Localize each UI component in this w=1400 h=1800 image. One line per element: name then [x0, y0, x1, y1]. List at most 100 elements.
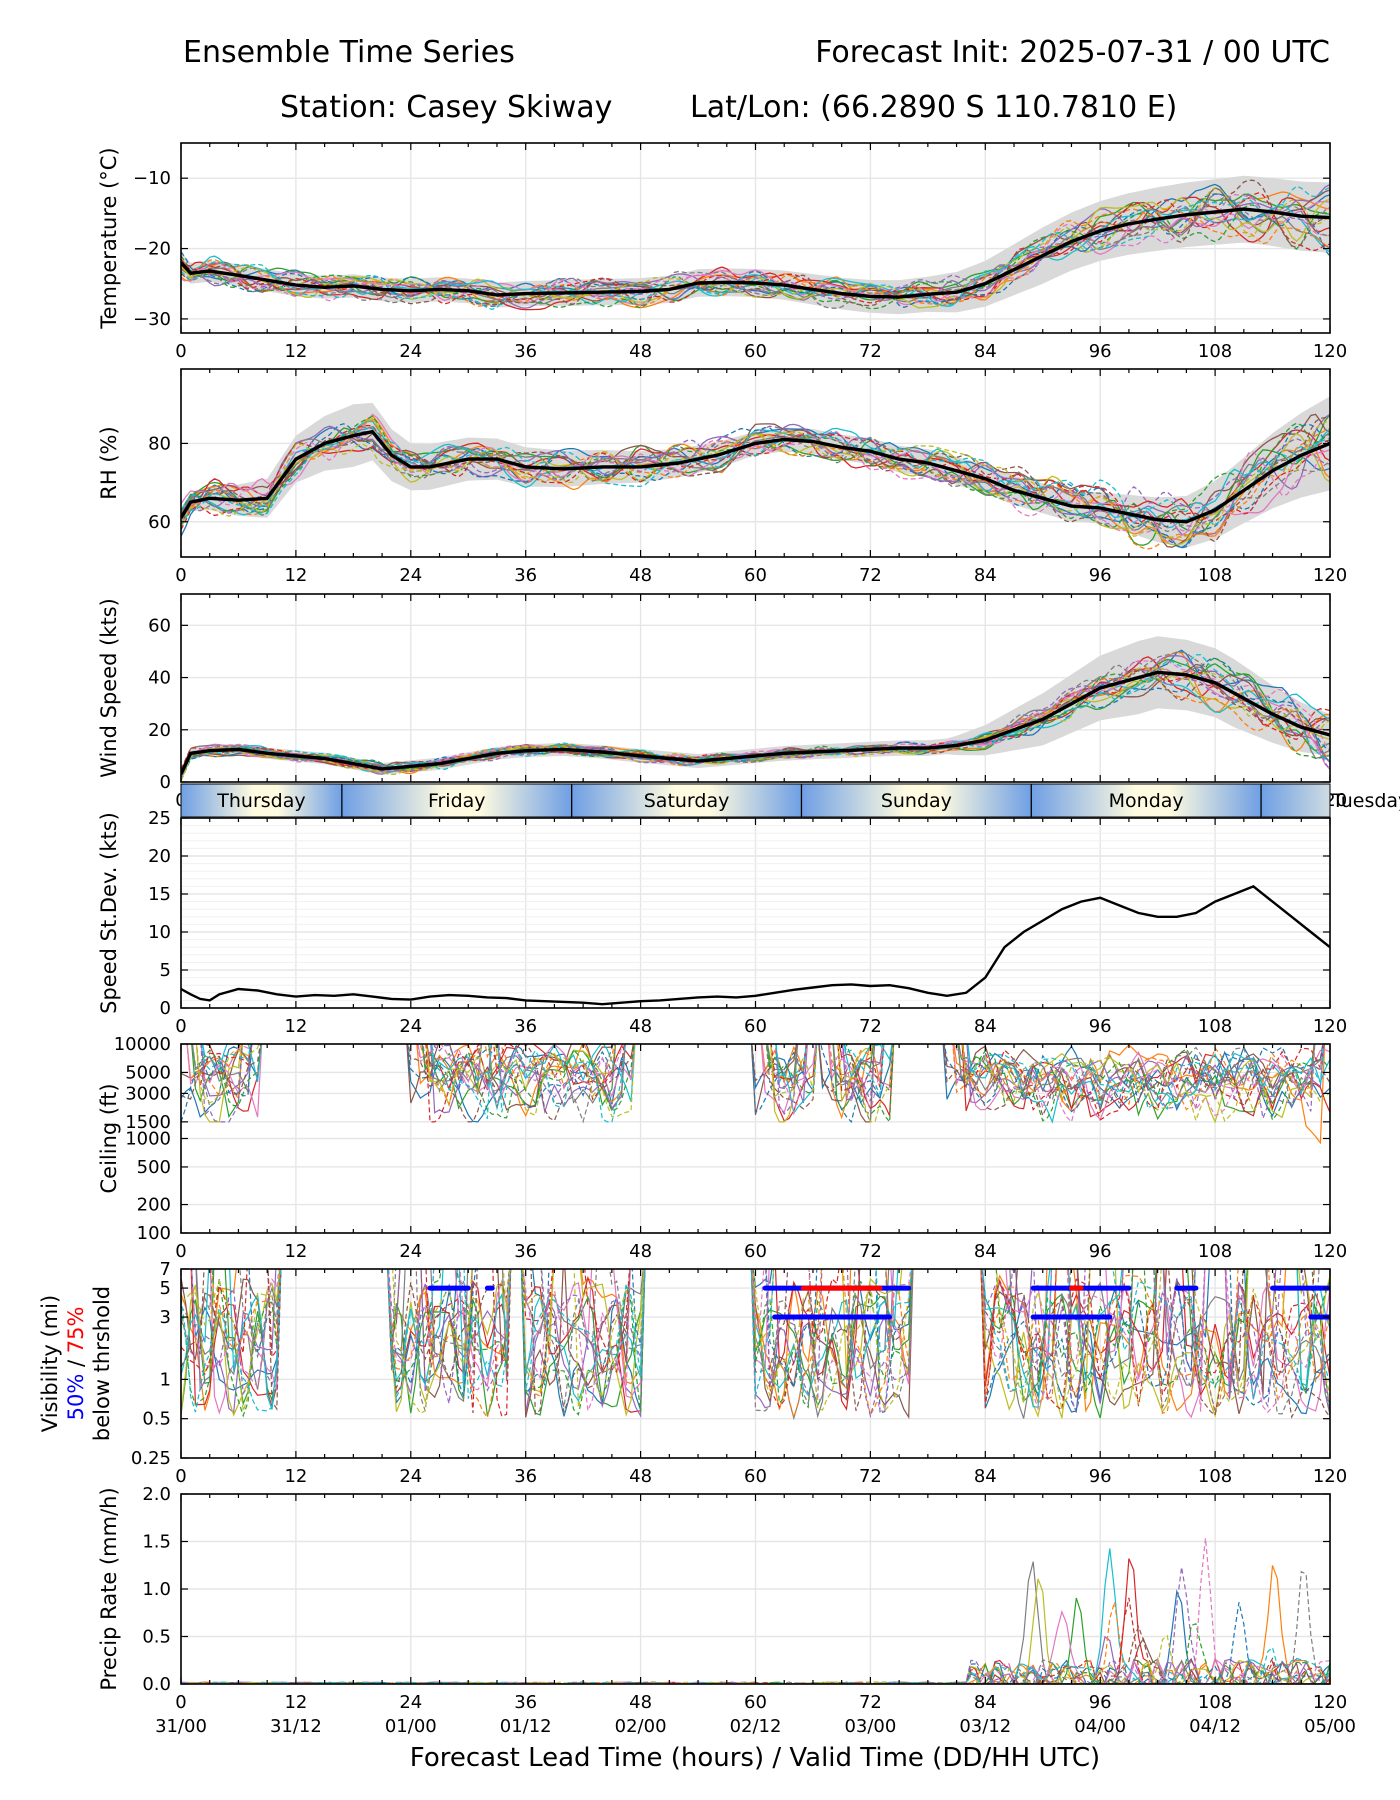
x-tick-label: 60	[744, 565, 767, 586]
x-tick-label: 48	[629, 341, 652, 362]
visibility-ylabel: Visibility (mi)	[38, 1295, 62, 1432]
x-tick-label: 0	[175, 565, 186, 586]
x-tick-label: 96	[1089, 341, 1112, 362]
x-tick-label: 120	[1313, 1016, 1347, 1037]
y-tick-label: 5	[160, 1278, 171, 1299]
ceiling-member-line	[201, 1044, 1325, 1123]
x-tick-label: 72	[859, 1466, 882, 1487]
y-tick-label: 2.0	[142, 1484, 171, 1505]
x-tick-label: 12	[284, 1016, 307, 1037]
day-cell	[181, 784, 342, 817]
day-cell	[571, 784, 802, 817]
visibility-below-label: below thrshold	[90, 1286, 114, 1441]
temperature-ylabel: Temperature (°C)	[97, 147, 121, 329]
wind_speed-member-line	[181, 666, 1330, 782]
x-tick-label: 48	[629, 1016, 652, 1037]
y-tick-label: −20	[133, 239, 171, 260]
visibility-threshold-label: 50% / 75%	[64, 1307, 88, 1421]
temperature-member-line	[181, 179, 1330, 307]
ceiling-plot-area	[181, 1044, 1330, 1145]
day-cell	[341, 784, 572, 817]
x-tick-label: 0	[175, 341, 186, 362]
y-tick-label: 0.5	[142, 1409, 171, 1430]
x-tick-label: 96	[1089, 1692, 1112, 1713]
y-tick-label: 10000	[114, 1034, 171, 1055]
visibility-panel: 0 12 24 36 48 60 72 84 96 108 120 0.25 0.5 1 3 57 Visibi…	[38, 1259, 1347, 1487]
day-cell	[1261, 784, 1330, 817]
rh-member-line	[181, 424, 1330, 531]
temperature-mean-line	[181, 207, 1330, 299]
speed_stdev-ylabel: Speed St.Dev. (kts)	[97, 812, 121, 1014]
valid-time-label: 04/12	[1189, 1716, 1241, 1737]
wind_speed-member-line	[181, 658, 1330, 779]
x-tick-label: 108	[1198, 1466, 1232, 1487]
rh-member-line	[181, 413, 1330, 537]
x-tick-label: 12	[284, 1466, 307, 1487]
ceiling-member-line	[195, 1044, 1325, 1123]
x-tick-label: 0	[175, 1016, 186, 1037]
x-tick-label: 96	[1089, 1016, 1112, 1037]
ceiling-member-line	[181, 1044, 1315, 1123]
y-tick-label: 20	[148, 720, 171, 741]
ceiling-member-line	[191, 1044, 1315, 1121]
temperature-member-line	[181, 194, 1330, 304]
rh-panel: 0 12 24 36 48 60 72 84 96 108 120 60 80 RH (%)	[97, 368, 1347, 586]
x-tick-label: 36	[514, 565, 537, 586]
x-tick-label: 0	[175, 1466, 186, 1487]
x-tick-label: 36	[514, 341, 537, 362]
precip-member-line	[181, 1601, 1330, 1684]
wind_speed-spread	[181, 636, 1330, 780]
visibility-member-line	[181, 1269, 1330, 1415]
x-tick-label: 120	[1313, 1692, 1347, 1713]
y-tick-label: 15	[148, 884, 171, 905]
wind_speed-panel: 012243648607284961081200204060Wind Speed…	[97, 593, 1347, 811]
x-tick-label: 84	[974, 1241, 997, 1262]
rh-member-line	[181, 426, 1330, 526]
x-tick-label: 120	[1313, 1241, 1347, 1262]
valid-time-label: 31/00	[155, 1716, 207, 1737]
y-tick-label: 1.0	[142, 1579, 171, 1600]
forecast-init: Forecast Init: 2025-07-31 / 00 UTC	[815, 35, 1330, 70]
valid-time-label: 31/12	[270, 1716, 322, 1737]
x-tick-label: 48	[629, 1241, 652, 1262]
x-tick-label: 108	[1198, 565, 1232, 586]
wind_speed-plot-area	[181, 636, 1330, 782]
x-tick-label: 96	[1089, 1241, 1112, 1262]
y-tick-label: 0.25	[131, 1448, 171, 1469]
y-tick-label: 3000	[125, 1083, 171, 1104]
x-tick-label: 36	[514, 1241, 537, 1262]
temperature-member-line	[181, 196, 1330, 309]
valid-time-label: 05/00	[1304, 1716, 1356, 1737]
precip-member-line	[181, 1597, 1330, 1684]
rh-member-line	[181, 423, 1330, 549]
day-label: Sunday	[881, 790, 952, 812]
day-band-fills	[181, 784, 1330, 817]
ceiling-panel: 0 12 24 36 48 60 72 84 96 108 120 100 200 500 10001500…	[97, 1034, 1347, 1262]
x-tick-label: 120	[1313, 1466, 1347, 1487]
x-tick-label: 24	[399, 341, 422, 362]
y-tick-label: 3	[160, 1307, 171, 1328]
y-tick-label: 25	[148, 808, 171, 829]
x-tick-label: 12	[284, 565, 307, 586]
x-tick-label: 36	[514, 1692, 537, 1713]
rh-ylabel: RH (%)	[97, 426, 121, 499]
y-tick-label: −10	[133, 168, 171, 189]
y-tick-label: 0	[160, 998, 171, 1019]
rh-member-line	[181, 415, 1330, 528]
day-label: Thursday	[216, 790, 305, 812]
stdev-line	[180, 885, 1331, 1006]
x-tick-label: 84	[974, 341, 997, 362]
chart-title: Ensemble Time Series	[183, 35, 515, 70]
temperature-plot-area	[181, 175, 1330, 315]
x-tick-label: 0	[175, 1692, 186, 1713]
visibility-member-line	[181, 1269, 1330, 1419]
day-label: Saturday	[644, 790, 730, 812]
temperature-panel: 0 12 24 36 48 60 72 84 96 108 120 −10 −20 −30 Temperat…	[97, 142, 1347, 362]
visibility-member-line	[181, 1269, 1330, 1413]
day-cell	[1031, 784, 1262, 817]
x-tick-label: 48	[629, 1466, 652, 1487]
y-tick-label: 0.0	[142, 1674, 171, 1695]
precip-member-line	[181, 1635, 1330, 1684]
y-tick-label: 0.5	[142, 1627, 171, 1648]
y-tick-label: 1.5	[142, 1532, 171, 1553]
